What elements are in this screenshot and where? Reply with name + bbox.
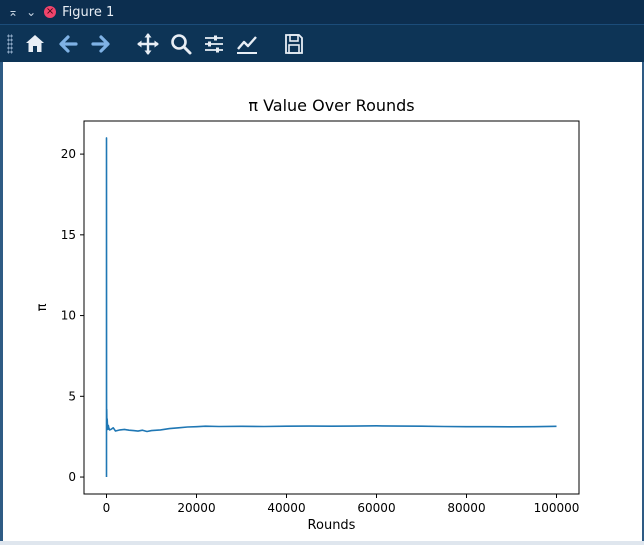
x-tick-label: 80000: [447, 501, 485, 515]
window-bottom-border: [0, 541, 644, 545]
line-chart-icon: [237, 36, 257, 54]
sliders-icon: [205, 35, 223, 53]
pan-button[interactable]: [134, 30, 162, 58]
window-left-border: [0, 62, 3, 545]
back-button[interactable]: [54, 30, 82, 58]
toolbar-grip-handle[interactable]: [7, 34, 13, 54]
move-icon: [137, 33, 159, 55]
window-titlebar: ⌅ ⌄ × Figure 1: [0, 0, 644, 24]
home-button[interactable]: [21, 30, 49, 58]
y-tick-label: 15: [61, 228, 76, 242]
y-tick-label: 5: [68, 389, 76, 403]
x-axis-label: Rounds: [308, 518, 356, 533]
window-right-border: [642, 62, 644, 545]
forward-button[interactable]: [87, 30, 115, 58]
x-tick-label: 20000: [177, 501, 215, 515]
close-icon[interactable]: ×: [44, 6, 57, 18]
navigation-toolbar: [0, 24, 644, 63]
zoom-button[interactable]: [167, 30, 195, 58]
y-tick-label: 20: [61, 147, 76, 161]
figure-canvas[interactable]: π Value Over Rounds 0 20000 40000 60000 8000…: [3, 62, 642, 541]
x-tick-label: 100000: [534, 501, 580, 515]
y-tick-label: 0: [68, 470, 76, 484]
home-icon: [26, 35, 44, 52]
zoom-icon: [171, 34, 192, 55]
x-tick-label: 0: [103, 501, 111, 515]
save-button[interactable]: [280, 30, 308, 58]
collapse-icon[interactable]: ⌅: [8, 5, 19, 19]
arrow-right-icon: [91, 35, 110, 53]
x-tick-label: 60000: [357, 501, 395, 515]
y-tick-label: 10: [61, 309, 76, 323]
subplots-button[interactable]: [200, 30, 228, 58]
save-icon: [285, 34, 303, 54]
window-title: Figure 1: [62, 4, 115, 20]
chevron-down-icon[interactable]: ⌄: [26, 5, 37, 19]
line-chart[interactable]: π Value Over Rounds 0 20000 40000 60000 8000…: [3, 62, 642, 541]
x-tick-label: 40000: [267, 501, 305, 515]
series-line-0: [105, 137, 557, 478]
plot-frame: [83, 120, 580, 495]
chart-title: π Value Over Rounds: [248, 96, 414, 115]
y-axis-label: π: [35, 303, 50, 311]
arrow-left-icon: [59, 35, 78, 53]
customize-button[interactable]: [233, 30, 261, 58]
